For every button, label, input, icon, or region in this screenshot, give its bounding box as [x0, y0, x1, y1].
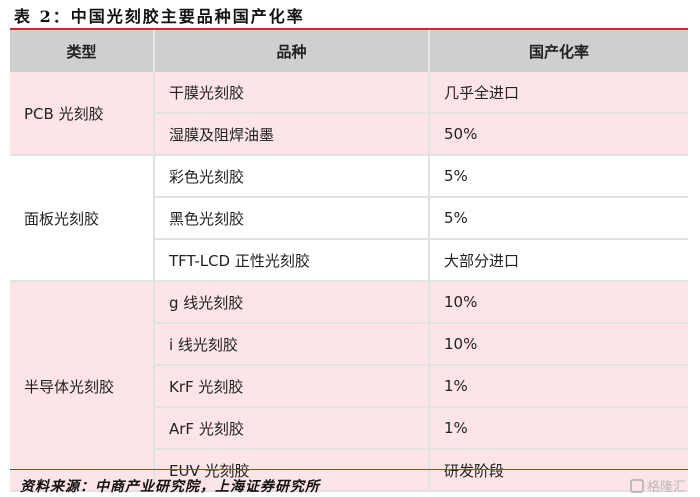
variety-cell: 干膜光刻胶 [154, 72, 430, 114]
table-row: EUV 光刻胶 研发阶段 [10, 449, 688, 492]
variety-cell: EUV 光刻胶 [154, 449, 430, 492]
variety-cell: KrF 光刻胶 [154, 365, 430, 408]
header-rate: 国产化率 [429, 30, 688, 72]
header-variety: 品种 [154, 30, 430, 72]
variety-cell: TFT-LCD 正性光刻胶 [154, 239, 430, 282]
type-cell: 面板光刻胶 [10, 155, 155, 282]
variety-cell: i 线光刻胶 [154, 323, 430, 366]
table-row: 面板光刻胶 彩色光刻胶 5% [10, 155, 688, 282]
table-row: 黑色光刻胶 5% [10, 197, 688, 240]
table-bottom-border [10, 469, 688, 470]
localization-rate-table: 类型 品种 国产化率 PCB 光刻胶 干膜光刻胶 几乎全进口 湿膜及阻焊油墨 50% 面板… [10, 30, 688, 492]
variety-cell: ArF 光刻胶 [154, 407, 430, 450]
watermark: 格隆汇 [629, 476, 686, 495]
rate-cell: 10% [429, 323, 688, 366]
rate-cell: 5% [429, 197, 688, 240]
rate-cell: 50% [429, 113, 688, 156]
title-divider [10, 28, 688, 30]
watermark-logo-icon [629, 478, 644, 493]
rate-cell: 大部分进口 [429, 239, 688, 282]
type-cell: PCB 光刻胶 [10, 72, 155, 156]
table-row: 湿膜及阻焊油墨 50% [10, 113, 688, 156]
variety-cell: 湿膜及阻焊油墨 [154, 113, 430, 156]
table-row: ArF 光刻胶 1% [10, 407, 688, 450]
table-row: i 线光刻胶 10% [10, 323, 688, 366]
rate-cell: 1% [429, 407, 688, 450]
variety-cell: g 线光刻胶 [154, 281, 430, 324]
table-row: PCB 光刻胶 干膜光刻胶 几乎全进口 [10, 72, 688, 156]
type-cell: 半导体光刻胶 [10, 281, 155, 492]
header-type: 类型 [10, 30, 155, 72]
source-note: 资料来源：中商产业研究院，上海证券研究所 [20, 479, 320, 495]
rate-cell: 5% [429, 155, 688, 198]
table-row: 半导体光刻胶 g 线光刻胶 10% [10, 281, 688, 492]
variety-cell: 彩色光刻胶 [154, 155, 430, 198]
variety-cell: 黑色光刻胶 [154, 197, 430, 240]
rate-cell: 10% [429, 281, 688, 324]
table-row: TFT-LCD 正性光刻胶 大部分进口 [10, 239, 688, 282]
rate-cell: 研发阶段 [429, 449, 688, 492]
rate-cell: 1% [429, 365, 688, 408]
rate-cell: 几乎全进口 [429, 72, 688, 114]
header-row: 类型 品种 国产化率 [10, 30, 688, 72]
table-title: 表 2：中国光刻胶主要品种国产化率 [14, 7, 305, 26]
table-row: KrF 光刻胶 1% [10, 365, 688, 408]
watermark-text: 格隆汇 [646, 480, 686, 495]
